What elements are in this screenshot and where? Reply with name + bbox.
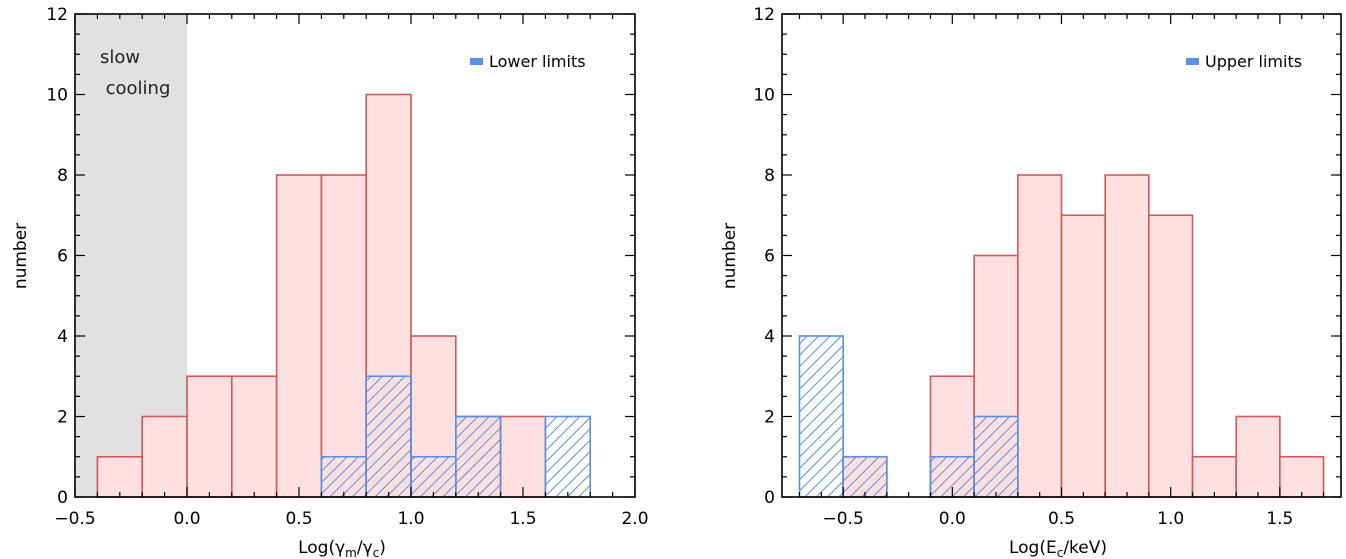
right-legend-swatch [1186,58,1199,65]
y-tick-label: 4 [764,327,775,347]
y-tick-label: 2 [764,408,775,428]
x-tick-label: 0.5 [1048,509,1075,529]
hatched-bar-2 [410,455,457,498]
histogram-bar-3 [1017,174,1063,498]
histogram-bar-5 [320,174,367,498]
x-tick-label: 0.0 [173,509,200,529]
x-tick-label: 0.0 [939,509,966,529]
histogram-bar-4 [275,174,323,498]
right-x-axis-label: Log(Ec/keV) [1009,538,1107,559]
right-plot-area: −0.5 0.0 0.5 1.0 1.5 0 2 4 6 8 10 12 [753,5,1342,529]
y-tick-label: 4 [57,327,68,347]
y-tick-label: 12 [753,5,775,25]
y-tick-label: 6 [764,247,775,267]
y-tick-label: 10 [753,86,775,106]
histogram-bar-9 [1279,455,1325,498]
hatched-bar-0 [798,335,844,498]
histogram-bar-9 [499,415,547,498]
histogram-bar-0 [96,455,144,498]
x-tick-label: 1.5 [1266,509,1293,529]
histogram-bar-7 [1191,455,1237,498]
y-tick-label: 6 [57,247,68,267]
x-tick-label: 1.5 [509,509,536,529]
left-y-axis-label: number [11,223,31,289]
histogram-bar-3 [231,375,278,498]
left-histogram-panel: −0.5 0.0 0.5 1.0 1.5 2.0 0 2 4 6 8 10 12 slow coolin… [11,5,649,559]
x-tick-label: −0.5 [823,509,864,529]
hatched-bar-3 [454,415,502,498]
x-tick-label: 0.5 [285,509,312,529]
y-tick-label: 0 [57,488,68,508]
hatched-bar-0 [320,455,367,498]
hatched-bar-1 [842,455,888,498]
slow-cooling-label-line1: slow [100,47,140,68]
left-x-axis-label: Log(γm/γc) [298,538,386,559]
slow-cooling-label-line2: cooling [106,78,171,99]
y-tick-label: 8 [57,166,68,186]
y-tick-label: 0 [764,488,775,508]
histogram-bar-4 [1060,214,1106,498]
right-legend-label: Upper limits [1205,52,1302,71]
y-tick-label: 8 [764,166,775,186]
hatched-bar-1 [365,375,412,498]
histogram-bar-1 [141,415,188,498]
y-tick-label: 10 [46,86,68,106]
y-tick-label: 2 [57,408,68,428]
right-histogram-panel: −0.5 0.0 0.5 1.0 1.5 0 2 4 6 8 10 12 Upper limits n… [720,5,1342,559]
hatched-bar-4 [544,415,592,498]
x-tick-label: −0.5 [54,509,95,529]
hatched-bar-3 [973,415,1019,498]
histogram-bar-6 [1148,214,1194,498]
histogram-bar-5 [1104,174,1150,498]
left-plot-area: −0.5 0.0 0.5 1.0 1.5 2.0 0 2 4 6 8 10 12 [46,5,648,529]
x-tick-label: 2.0 [621,509,648,529]
right-y-axis-label: number [720,223,740,289]
histogram-bar-2 [186,375,233,498]
x-tick-label: 1.0 [397,509,424,529]
y-tick-label: 12 [46,5,68,25]
left-legend-swatch [470,58,483,65]
x-tick-label: 1.0 [1157,509,1184,529]
left-legend-label: Lower limits [489,52,586,71]
histogram-bar-8 [1235,415,1281,498]
